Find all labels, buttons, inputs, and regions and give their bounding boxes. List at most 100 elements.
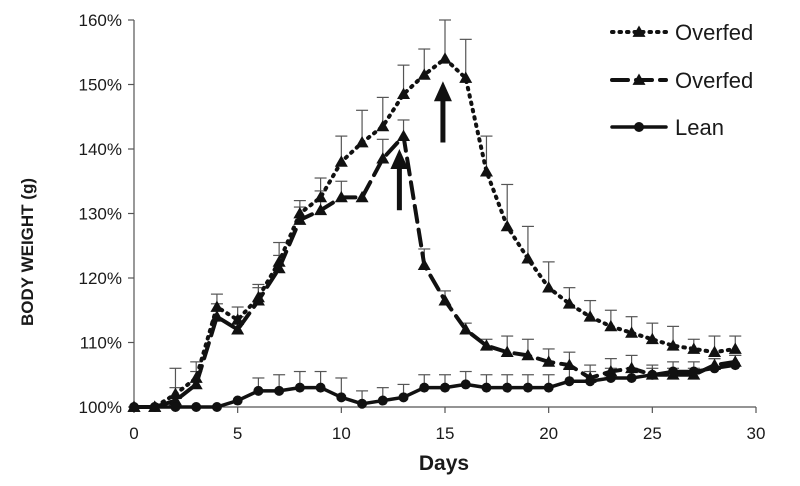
data-point (417, 68, 431, 80)
y-tick-label: 150% (79, 76, 122, 95)
data-point (334, 190, 348, 203)
x-axis-title: Days (419, 452, 469, 475)
data-point (562, 358, 576, 370)
data-point (583, 310, 597, 322)
series-line-1 (132, 134, 738, 409)
y-tick-label: 120% (79, 269, 122, 288)
data-point (355, 190, 369, 203)
legend-item: Lean (610, 115, 724, 140)
data-point (272, 261, 286, 274)
y-tick-label: 130% (79, 205, 122, 224)
data-point (625, 361, 639, 374)
data-point (294, 382, 305, 393)
data-point (272, 255, 286, 267)
data-point (129, 402, 139, 412)
data-point (522, 382, 533, 393)
data-point (460, 379, 471, 390)
data-point (542, 355, 556, 367)
x-tick-label: 10 (332, 424, 351, 443)
data-point (376, 152, 390, 164)
series-lines (132, 56, 738, 409)
data-point (626, 372, 637, 383)
data-point (500, 345, 514, 358)
data-point (500, 219, 514, 232)
error-bars (169, 19, 742, 404)
legend-swatch-marker (634, 122, 644, 132)
data-point (502, 382, 513, 393)
data-point (459, 71, 473, 83)
data-point (336, 392, 347, 403)
data-point (231, 323, 245, 335)
data-point (211, 402, 222, 412)
legend-label: Overfed (675, 68, 753, 93)
data-point (191, 402, 202, 412)
data-point (666, 339, 680, 351)
data-point (438, 52, 452, 64)
legend-swatch-marker (632, 73, 646, 85)
data-point (377, 395, 388, 406)
annotation-arrow (390, 149, 409, 211)
data-point (543, 382, 554, 393)
series-line-0 (132, 56, 738, 409)
plot-area (127, 19, 742, 412)
y-tick-label: 100% (79, 398, 122, 417)
data-point (728, 342, 742, 354)
data-point (210, 300, 224, 312)
data-point (398, 392, 409, 403)
data-point (440, 382, 450, 393)
data-point (314, 190, 328, 203)
annotation-arrow (433, 81, 452, 143)
legend-item: Overfed (610, 20, 753, 45)
data-point (542, 281, 556, 293)
data-point (709, 363, 720, 374)
data-point (481, 382, 492, 393)
data-point (730, 360, 741, 371)
x-ticks: 0 5 10 15 20 25 30 (129, 407, 765, 443)
data-point (334, 155, 348, 167)
legend-swatch-marker (632, 25, 646, 37)
data-point (355, 136, 369, 148)
data-point (149, 402, 160, 412)
data-point (189, 377, 203, 390)
data-point (253, 385, 264, 396)
y-axis-title: BODY WEIGHT (g) (18, 178, 37, 326)
y-ticks: 100% 110% 120% 130% 140% 150% 160% (79, 11, 134, 417)
data-point (438, 294, 452, 306)
data-point (376, 119, 390, 132)
legend-item: Overfed (610, 68, 753, 93)
data-point (459, 323, 473, 335)
data-point (521, 348, 535, 361)
data-point (688, 366, 699, 377)
data-point (668, 366, 679, 377)
data-point (251, 294, 265, 306)
data-point (397, 87, 411, 100)
legend: Overfed Overfed Lean (610, 20, 753, 140)
data-point (417, 258, 431, 270)
x-tick-label: 5 (233, 424, 242, 443)
y-tick-label: 140% (79, 140, 122, 159)
data-point (562, 297, 576, 309)
data-point (170, 402, 181, 412)
data-point (168, 387, 182, 399)
series-markers (127, 52, 742, 412)
x-tick-label: 15 (436, 424, 455, 443)
data-point (397, 129, 411, 141)
data-point (708, 345, 722, 358)
data-point (645, 332, 659, 345)
data-point (357, 398, 368, 409)
data-point (315, 382, 326, 393)
data-point (625, 326, 639, 338)
data-point (189, 371, 203, 383)
data-point (604, 365, 618, 377)
data-point (168, 394, 182, 406)
x-tick-label: 0 (129, 424, 138, 443)
x-tick-label: 20 (539, 424, 558, 443)
y-tick-label: 110% (80, 334, 122, 353)
data-point (479, 165, 493, 177)
data-point (293, 207, 307, 219)
legend-label: Lean (675, 115, 724, 140)
data-point (605, 372, 616, 383)
data-point (647, 369, 658, 380)
data-point (479, 339, 493, 351)
